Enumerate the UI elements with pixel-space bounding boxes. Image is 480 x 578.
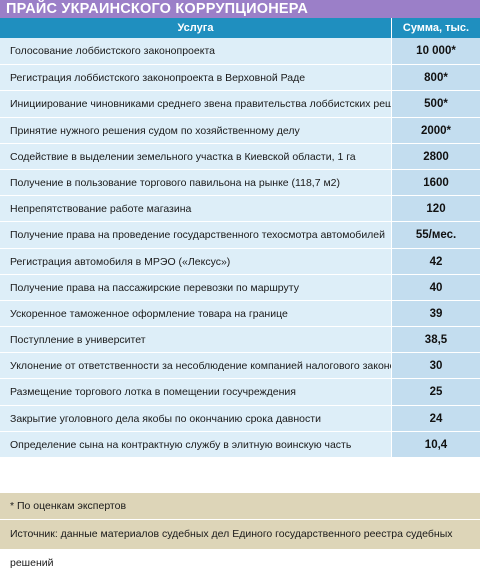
- amount-cell: 500*: [391, 91, 480, 117]
- amount-cell: 24: [391, 405, 480, 431]
- service-cell: Непрепятствование работе магазина: [0, 196, 391, 222]
- amount-cell: 40: [391, 274, 480, 300]
- source-note: Источник: данные материалов судебных дел…: [0, 520, 480, 569]
- amount-cell: 42: [391, 248, 480, 274]
- amount-cell: 39: [391, 300, 480, 327]
- table-row: Регистрация автомобиля в МРЭО («Лексус»)…: [0, 247, 480, 274]
- service-cell: Инициирование чиновниками среднего звена…: [0, 91, 391, 117]
- table-row: Непрепятствование работе магазина 120: [0, 195, 480, 222]
- table-row: Уклонение от ответственности за несоблюд…: [0, 352, 480, 379]
- amount-cell: 10,4: [391, 431, 480, 457]
- service-cell: Содействие в выделении земельного участк…: [0, 143, 391, 169]
- service-cell: Закрытие уголовного дела якобы по оконча…: [0, 405, 391, 431]
- service-cell: Получение права на проведение государств…: [0, 222, 391, 248]
- amount-cell: 25: [391, 379, 480, 405]
- amount-cell: 55/мес.: [391, 222, 480, 248]
- table-row: Принятие нужного решения судом по хозяйс…: [0, 116, 480, 143]
- table-row: Содействие в выделении земельного участк…: [0, 142, 480, 169]
- service-cell: Получение в пользование торгового павиль…: [0, 169, 391, 196]
- amount-cell: 30: [391, 353, 480, 379]
- amount-cell: 2800: [391, 143, 480, 169]
- table-row: Голосование лоббистского законопроекта 10…: [0, 38, 480, 65]
- service-cell: Получение права на пассажирские перевозк…: [0, 274, 391, 300]
- amount-cell: 10 000*: [391, 38, 480, 65]
- amount-cell: 800*: [391, 65, 480, 91]
- table-row: Получение права на пассажирские перевозк…: [0, 273, 480, 300]
- table-row: Закрытие уголовного дела якобы по оконча…: [0, 404, 480, 431]
- service-cell: Голосование лоббистского законопроекта: [0, 38, 391, 65]
- table-row: Получение права на проведение государств…: [0, 221, 480, 248]
- amount-cell: 38,5: [391, 327, 480, 353]
- page-title: ПРАЙС УКРАИНСКОГО КОРРУПЦИОНЕРА: [0, 0, 480, 18]
- table-row: Определение сына на контрактную службу в…: [0, 430, 480, 457]
- table-header: Услуга Сумма, тыс. грн.: [0, 18, 480, 54]
- service-cell: Определение сына на контрактную службу в…: [0, 431, 391, 457]
- service-cell: Уклонение от ответственности за несоблюд…: [0, 353, 391, 379]
- table-row: Ускоренное таможенное оформление товара …: [0, 299, 480, 327]
- service-cell: Ускоренное таможенное оформление товара …: [0, 300, 391, 327]
- service-cell: Размещение торгового лотка в помещении г…: [0, 379, 391, 405]
- table-row: Поступление в университет 38,5: [0, 326, 480, 353]
- service-cell: Поступление в университет: [0, 327, 391, 353]
- table-body: Голосование лоббистского законопроекта 10…: [0, 38, 480, 457]
- header-sum: Сумма, тыс. грн.: [391, 18, 480, 54]
- service-cell: Принятие нужного решения судом по хозяйс…: [0, 117, 391, 143]
- amount-cell: 1600: [391, 169, 480, 196]
- table-row: Размещение торгового лотка в помещении г…: [0, 378, 480, 405]
- service-cell: Регистрация автомобиля в МРЭО («Лексус»): [0, 248, 391, 274]
- footnote: * По оценкам экспертов: [0, 493, 480, 519]
- header-service: Услуга: [177, 22, 214, 34]
- table-row: Инициирование чиновниками среднего звена…: [0, 90, 480, 117]
- amount-cell: 2000*: [391, 117, 480, 143]
- service-cell: Регистрация лоббистского законопроекта в…: [0, 65, 391, 91]
- table-row: Получение в пользование торгового павиль…: [0, 168, 480, 196]
- amount-cell: 120: [391, 196, 480, 222]
- table-row: Регистрация лоббистского законопроекта в…: [0, 64, 480, 91]
